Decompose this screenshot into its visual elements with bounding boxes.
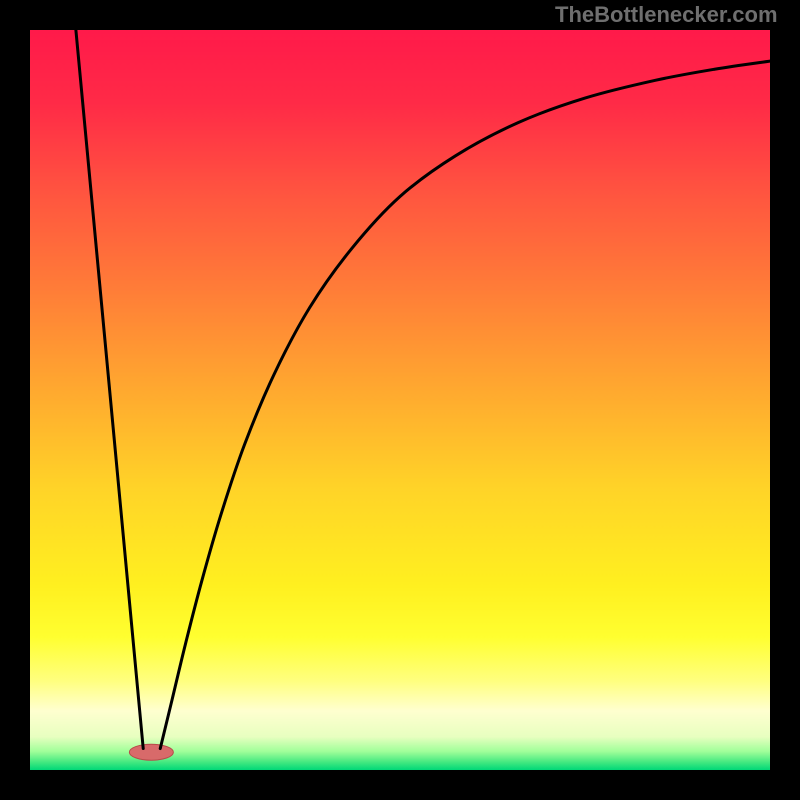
chart-frame: TheBottlenecker.com — [0, 0, 800, 800]
plot-area — [30, 30, 770, 770]
curve-right-branch — [160, 61, 770, 748]
curve-overlay — [30, 30, 770, 770]
attribution-label: TheBottlenecker.com — [555, 2, 778, 28]
curve-left-branch — [76, 30, 143, 749]
bottleneck-marker — [129, 744, 173, 760]
